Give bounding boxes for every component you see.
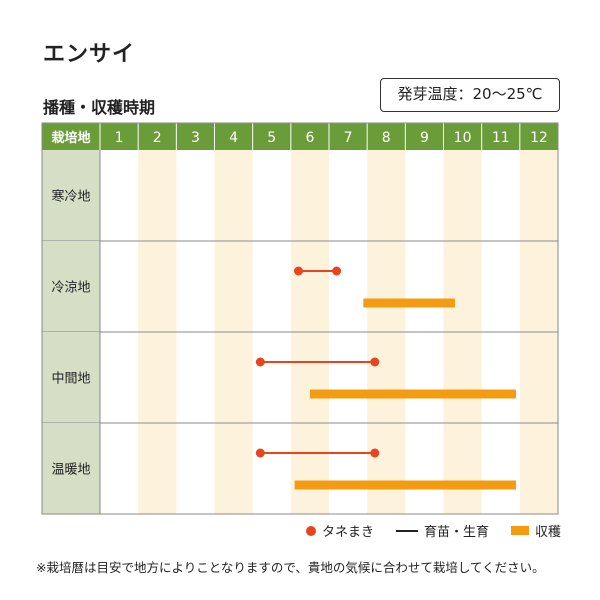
month-label: 10	[454, 130, 472, 146]
region-label: 中間地	[51, 372, 90, 387]
month-label: 11	[492, 130, 510, 146]
sowing-dot	[293, 266, 303, 276]
month-label: 6	[305, 130, 314, 146]
month-label: 8	[382, 130, 391, 146]
corner-label: 栽培地	[51, 130, 90, 146]
month-label: 9	[420, 130, 429, 146]
growing-line-icon	[396, 529, 419, 532]
month-label: 2	[153, 130, 162, 146]
sowing-dot	[255, 357, 265, 367]
region-label: 冷涼地	[51, 281, 90, 296]
month-label: 5	[267, 130, 276, 146]
page-title: エンサイ	[43, 42, 136, 67]
legend-harvest: 収穫	[511, 521, 561, 540]
legend-growing: 育苗・生育	[396, 521, 489, 540]
header-row	[42, 123, 558, 150]
region-cell	[42, 241, 100, 332]
legend: タネまき 育苗・生育 収穫	[306, 521, 561, 540]
footnote: ※栽培暦は目安で地方によりことなりますので、貴地の気候に合わせて栽培してください…	[36, 560, 545, 575]
month-label: 12	[530, 130, 548, 146]
harvest-bar	[363, 298, 455, 308]
sowing-dot	[370, 448, 380, 458]
chart-subtitle: 播種・収穫時期	[43, 98, 156, 117]
sowing-dot-icon	[306, 525, 316, 536]
legend-sowing-label: タネまき	[322, 525, 375, 540]
month-label: 3	[191, 130, 200, 146]
month-label: 7	[344, 130, 353, 146]
region-cell	[42, 423, 100, 514]
region-label: 寒冷地	[51, 189, 90, 205]
sowing-dot	[370, 357, 380, 367]
harvest-bar-icon	[511, 526, 530, 535]
month-label: 1	[115, 130, 124, 146]
legend-harvest-label: 収穫	[535, 525, 562, 540]
legend-sowing: タネまき	[306, 521, 374, 540]
region-cell	[42, 332, 100, 423]
sowing-dot	[332, 266, 342, 276]
harvest-bar	[294, 480, 517, 490]
month-label: 4	[229, 130, 238, 146]
region-label: 温暖地	[51, 463, 90, 478]
legend-growing-label: 育苗・生育	[424, 525, 490, 540]
sowing-dot	[255, 448, 265, 458]
table-border	[41, 122, 559, 515]
region-cell	[42, 150, 100, 241]
harvest-bar	[309, 389, 517, 399]
germination-temperature-box: 発芽温度：20〜25℃	[380, 78, 560, 112]
